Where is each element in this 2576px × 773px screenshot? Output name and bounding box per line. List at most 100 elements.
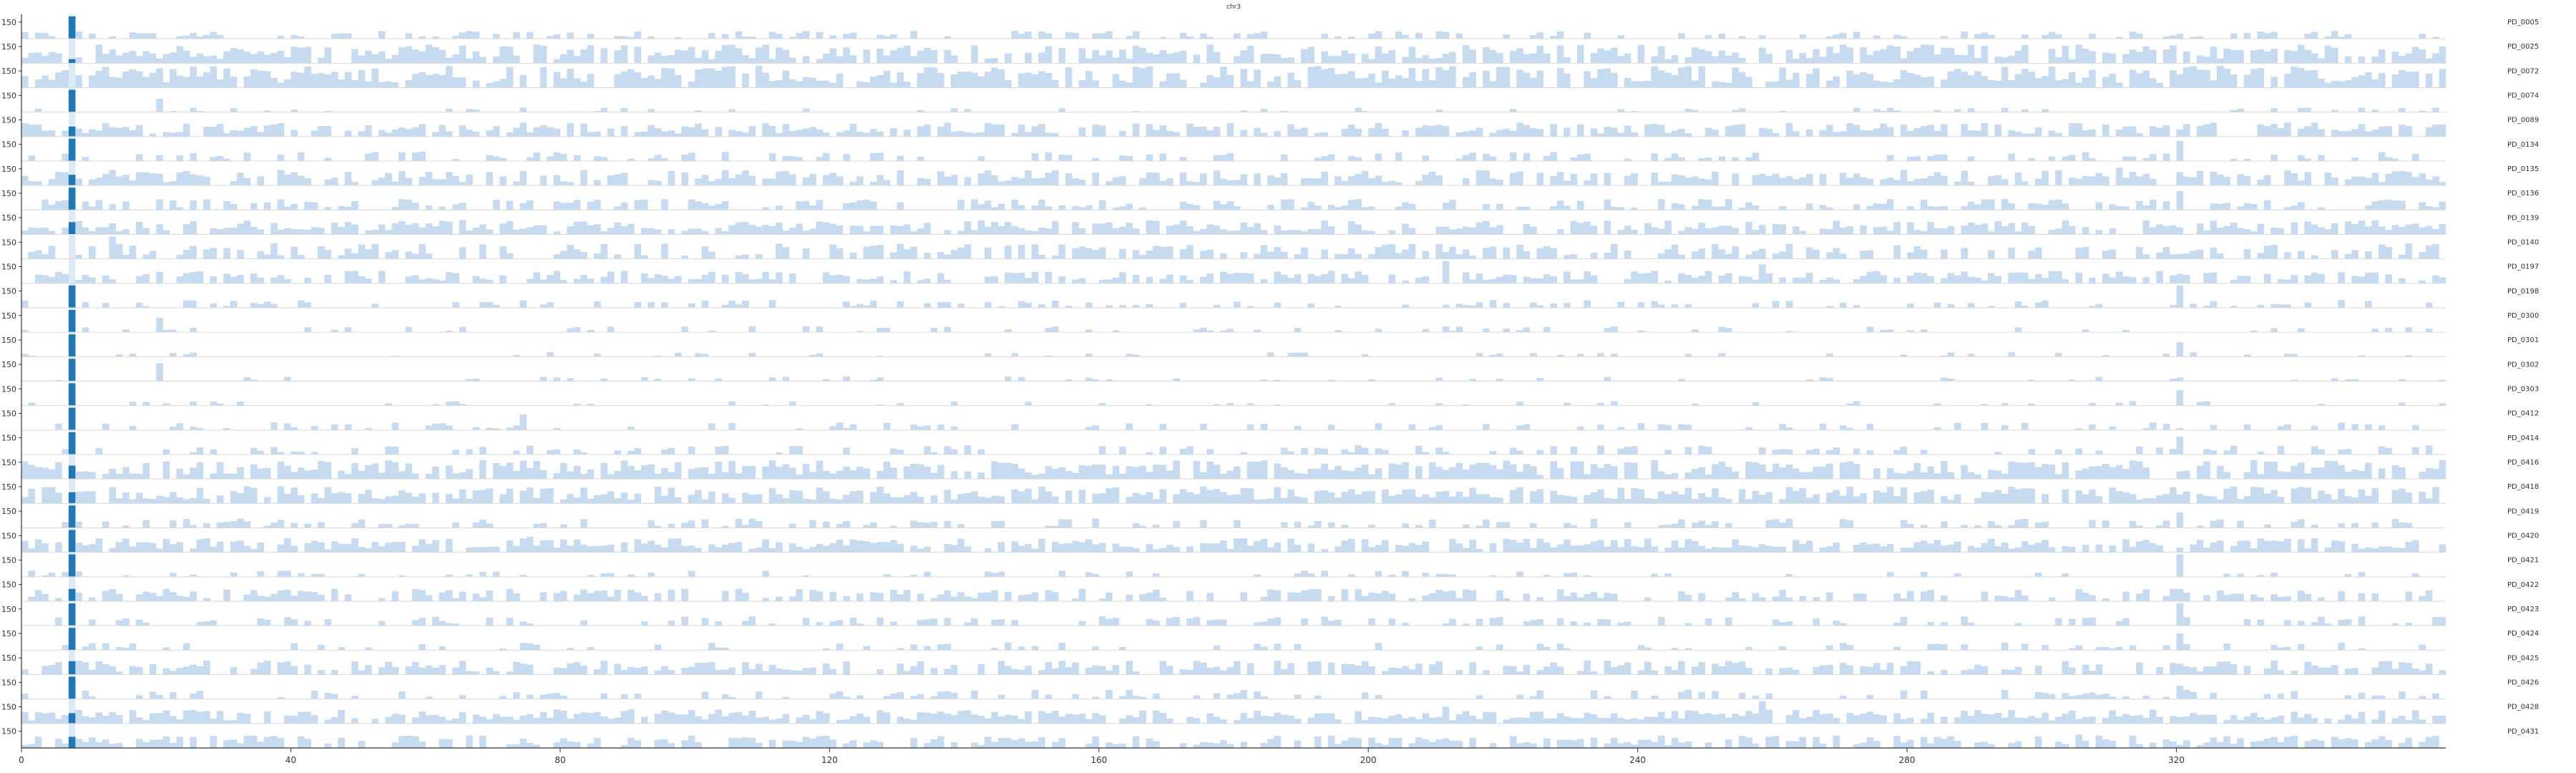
bar [122, 229, 130, 235]
bar [1287, 57, 1294, 64]
bar [190, 153, 197, 161]
bar [182, 123, 190, 137]
bar [1341, 205, 1349, 210]
bar [210, 276, 218, 283]
bar [182, 77, 190, 88]
bar [270, 277, 278, 283]
bar [1792, 72, 1800, 88]
bar [1234, 693, 1241, 699]
bar [1826, 47, 1833, 64]
bar [937, 171, 945, 186]
bar [1684, 623, 1692, 626]
bar [977, 76, 985, 88]
bar [1604, 497, 1611, 504]
bar [822, 379, 830, 381]
bar [1368, 474, 1375, 480]
bar [957, 494, 965, 504]
bar [2062, 661, 2069, 675]
y-tick-label: 150 [1, 580, 16, 590]
bar [1489, 246, 1497, 259]
bar [2129, 401, 2137, 406]
bar [789, 523, 796, 528]
bar [411, 545, 419, 553]
bar [1368, 490, 1375, 504]
bar [560, 524, 567, 528]
bar [944, 520, 951, 528]
bar [890, 621, 897, 626]
bar [2028, 403, 2036, 406]
bar [1590, 518, 1598, 528]
bar [311, 493, 318, 504]
bar [1106, 379, 1113, 381]
bar [1462, 155, 1470, 161]
bar [796, 589, 803, 601]
bar [2297, 487, 2305, 504]
bar [122, 648, 130, 651]
bar [378, 31, 386, 39]
bar [156, 317, 163, 333]
bar [1483, 329, 1490, 333]
bar [553, 175, 561, 186]
bar [654, 525, 662, 528]
bar [2055, 271, 2062, 283]
bar [695, 353, 702, 357]
bar [620, 460, 628, 480]
bar [364, 125, 372, 137]
bar [1840, 643, 1847, 651]
bar [1981, 123, 1989, 137]
bar [1805, 173, 1813, 186]
bar [2109, 487, 2117, 504]
bar [324, 157, 332, 161]
bar [1173, 224, 1180, 235]
bar [95, 70, 103, 88]
bar [263, 71, 271, 88]
bar [1153, 573, 1160, 577]
bar [748, 616, 756, 626]
bar [519, 538, 527, 553]
bar [526, 467, 534, 480]
bar [1078, 80, 1086, 88]
bar [2129, 277, 2137, 283]
bar [748, 279, 756, 283]
bar [1442, 31, 1450, 39]
bar [1260, 379, 1268, 381]
bar [479, 547, 487, 553]
row-label: PD_0197 [2507, 263, 2539, 271]
bar [600, 693, 608, 699]
bar [506, 618, 514, 626]
bar [82, 471, 89, 480]
bar [2419, 173, 2426, 186]
bar [1274, 590, 1282, 601]
bar [411, 203, 419, 210]
bar [1280, 199, 1288, 210]
bar [291, 72, 298, 88]
bar [1038, 178, 1045, 186]
bar [809, 205, 816, 210]
bar [1045, 152, 1053, 161]
bar [1347, 278, 1355, 283]
bar [1240, 592, 1248, 601]
bar [1146, 472, 1153, 480]
bar [2270, 48, 2278, 64]
bar [822, 491, 830, 504]
bar [1375, 423, 1382, 430]
bar [364, 548, 372, 553]
bar [1368, 127, 1375, 137]
bar [351, 49, 358, 64]
bar [1698, 492, 1705, 504]
bar [1159, 278, 1167, 283]
bar [1846, 403, 1854, 406]
bar [1584, 544, 1591, 553]
bar [964, 445, 972, 454]
bar [769, 31, 776, 39]
bar [1604, 252, 1611, 259]
row-PD_0303: 150 PD_0303 [1, 383, 2539, 407]
bar [2034, 127, 2042, 137]
bar [1617, 547, 1625, 553]
bar [1072, 222, 1079, 235]
bar [405, 46, 413, 64]
bar [1347, 539, 1355, 553]
bar [1382, 449, 1389, 454]
bar [291, 487, 298, 504]
bar [924, 619, 931, 626]
